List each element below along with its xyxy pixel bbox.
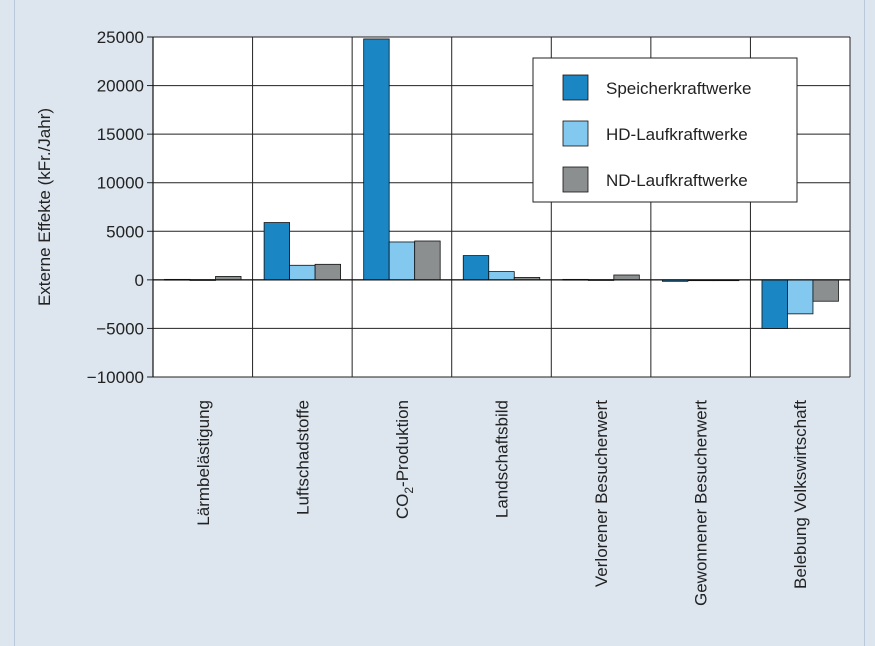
category-labels: Lärmbelästigung Luftschadstoffe CO2-Produk… [194,400,810,606]
axis-layer [147,36,850,378]
y-tick-label: −5000 [96,319,144,338]
category-label: Luftschadstoffe [293,400,312,515]
bar [263,222,291,281]
legend-label: Speicherkraftwerke [606,79,752,98]
category-label: Landschaftsbild [493,400,512,518]
bar [812,279,839,302]
y-tick-label: 10000 [97,174,144,193]
y-tick-label: 5000 [106,222,144,241]
y-tick-label: 20000 [97,77,144,96]
y-tick-label: 15000 [97,125,144,144]
bar [289,264,316,281]
legend-label: ND-Laufkraftwerke [606,171,748,190]
bars-layer [164,38,839,329]
category-label: CO2-Produktion [393,400,416,519]
legend-swatch [562,120,589,147]
y-tick-label: −10000 [87,368,144,387]
y-tick-label: 0 [135,271,144,290]
category-label: Belebung Volkswirtschaft [791,400,810,589]
bar [388,241,416,281]
y-axis-label: Externe Effekte (kFr./Jahr) [35,108,54,306]
bar [363,38,390,281]
category-label: Lärmbelästigung [194,400,213,526]
legend-swatch [562,74,589,101]
bar [613,274,640,281]
bar [314,263,342,281]
y-tick-labels: −10000 −5000 0 5000 10000 15000 20000 25000 [87,28,144,387]
bar [787,279,814,315]
category-label: Verlorener Besucherwert [592,400,611,587]
bar [462,255,490,281]
legend: Speicherkraftwerke HD-Laufkraftwerke ND-La… [532,57,798,203]
bar [761,279,788,329]
bar [414,240,441,281]
legend-swatch [562,166,589,193]
bar [488,271,515,281]
y-tick-label: 25000 [97,28,144,47]
legend-label: HD-Laufkraftwerke [606,125,748,144]
category-label: Gewonnener Besucherwert [692,400,711,606]
